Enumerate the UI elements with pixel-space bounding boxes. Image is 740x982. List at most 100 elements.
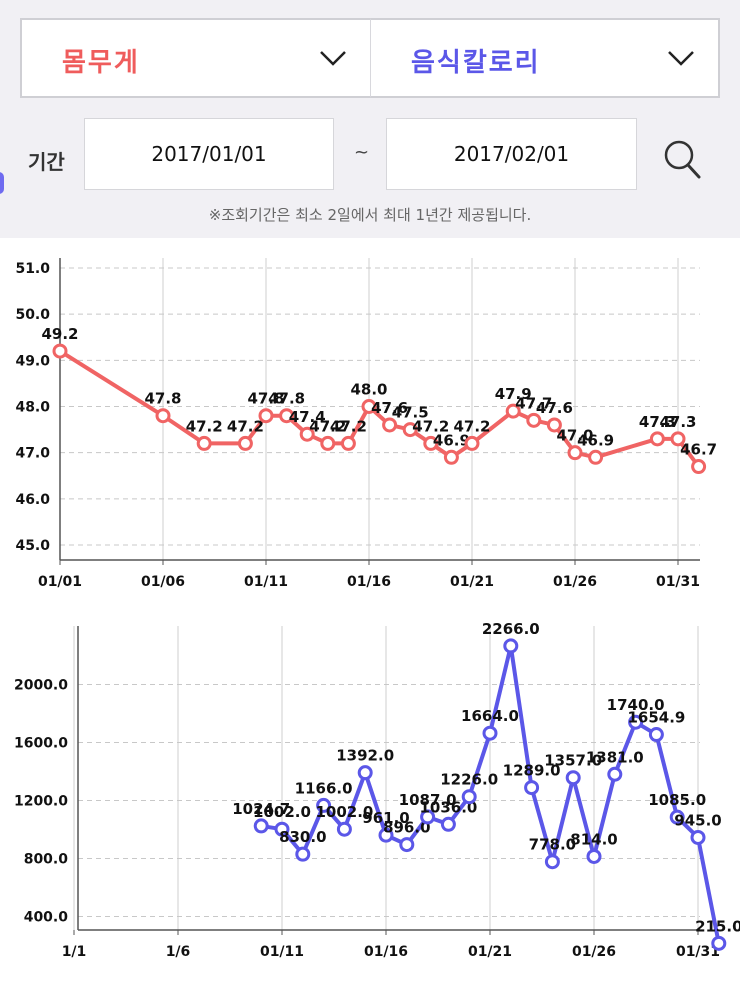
data-point [649,431,665,447]
x-tick-label: 1/6 [166,944,191,960]
y-tick-label: 50.0 [15,307,50,323]
data-point [443,449,459,465]
data-label: 1226.0 [440,771,498,789]
data-point [382,417,398,433]
data-point [258,408,274,424]
chevron-down-icon [668,51,694,66]
data-label: 47.3 [659,413,696,431]
data-label: 1664.0 [461,707,519,725]
y-tick-label: 1200.0 [14,794,68,810]
data-point [691,459,707,475]
data-point [399,837,415,853]
y-tick-label: 400.0 [24,910,69,926]
metric-select-right[interactable]: 음식칼로리 [370,18,720,98]
data-label: 47.7 [515,394,552,412]
data-label: 1002.0 [315,803,373,821]
data-point [464,435,480,451]
data-point [52,343,68,359]
data-label: 47.4 [289,408,326,426]
y-tick-label: 48.0 [15,400,50,416]
data-label: 49.2 [41,325,78,343]
data-label: 47.2 [412,417,449,435]
data-point [357,765,373,781]
date-separator: ~ [354,142,370,163]
data-point [648,727,664,743]
data-label: 47.0 [556,427,593,445]
data-point [402,422,418,438]
data-label: 1654.9 [627,709,685,727]
data-label: 1357.0 [544,752,602,770]
data-point [505,403,521,419]
y-tick-label: 1600.0 [14,736,68,752]
data-label: 1381.0 [586,748,644,766]
data-point [526,412,542,428]
x-tick-label: 01/26 [572,944,616,960]
date-to-field[interactable]: 2017/02/01 [386,118,637,190]
x-tick-label: 01/01 [38,574,82,590]
y-tick-label: 800.0 [24,852,69,868]
data-label: 47.2 [227,417,264,435]
x-tick-label: 01/31 [656,574,700,590]
data-point [316,797,332,813]
data-point [237,435,253,451]
data-point [607,766,623,782]
y-tick-label: 2000.0 [14,678,68,694]
data-label: 47.3 [639,413,676,431]
data-label: 47.5 [392,404,429,422]
data-label: 961.0 [362,809,409,827]
period-label: 기간 [28,150,65,174]
y-tick-label: 45.0 [15,538,50,554]
data-point [461,789,477,805]
data-point [423,435,439,451]
data-label: 1087.0 [399,791,457,809]
data-label: 1740.0 [607,696,665,714]
data-label: 46.9 [577,431,614,449]
y-tick-label: 49.0 [15,353,50,369]
data-label: 1002.0 [253,803,311,821]
y-tick-label: 47.0 [15,446,50,462]
metric-select-left-label: 몸무게 [62,48,140,78]
x-tick-label: 01/21 [468,944,512,960]
data-label: 1024.7 [232,800,290,818]
data-point [546,417,562,433]
search-icon[interactable] [662,138,702,180]
calorie-chart: 1/1 1/6 01/11 01/16 01/21 01/26 01/31 400.0 800.… [14,620,740,960]
data-point [670,431,686,447]
data-label: 896.0 [383,819,430,837]
data-point [586,848,602,864]
data-label: 778.0 [529,836,576,854]
data-point [279,408,295,424]
data-label: 48.0 [350,381,387,399]
data-label: 1289.0 [503,762,561,780]
data-label: 47.8 [268,390,305,408]
data-point [295,846,311,862]
x-tick-label: 01/11 [260,944,304,960]
x-tick-label: 01/11 [244,574,288,590]
chevron-down-icon [320,51,346,66]
x-tick-label: 01/21 [450,574,494,590]
data-label: 47.2 [186,417,223,435]
data-label: 46.7 [680,441,717,459]
x-tick-label: 01/16 [347,574,391,590]
date-from-field[interactable]: 2017/01/01 [84,118,334,190]
data-label: 47.8 [144,390,181,408]
data-point [628,714,644,730]
x-tick-label: 01/06 [141,574,185,590]
data-point [361,399,377,414]
data-point [340,435,356,451]
data-point [544,854,560,870]
data-point [336,821,352,837]
data-label: 215.0 [695,917,740,935]
filter-panel: 몸무게 음식칼로리 기간 2017/01/01 ~ 2017/02/01 ※조회… [0,0,740,238]
data-point [567,445,583,461]
x-tick-label: 01/26 [553,574,597,590]
data-label: 830.0 [279,828,326,846]
data-label: 1392.0 [336,747,394,765]
data-label: 47.2 [309,417,346,435]
metric-select-left[interactable]: 몸무게 [20,18,372,98]
period-notice: ※조회기간은 최소 2일에서 최대 1년간 제공됩니다. [208,206,532,224]
data-label: 1036.0 [419,798,477,816]
data-label: 945.0 [674,811,721,829]
data-point [669,809,685,825]
data-label: 47.8 [247,390,284,408]
